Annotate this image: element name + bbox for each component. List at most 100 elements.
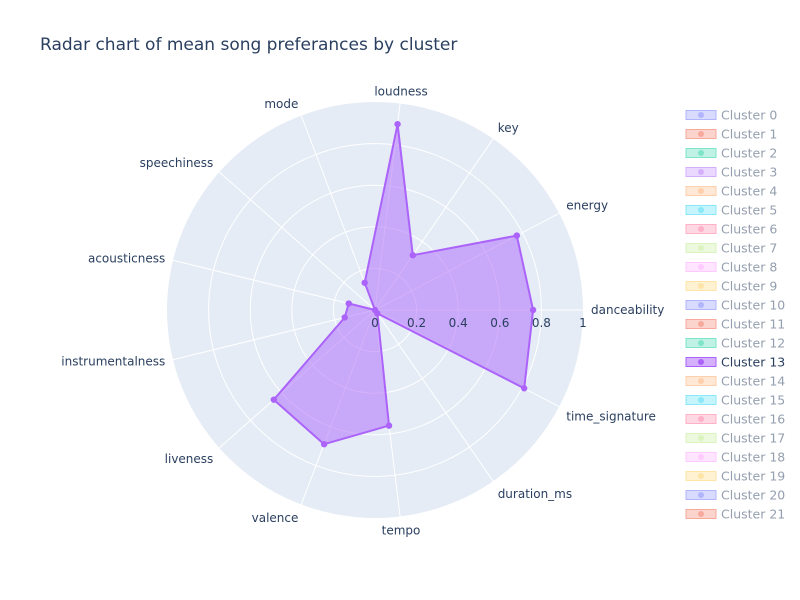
legend-marker xyxy=(698,188,704,194)
series-point xyxy=(270,396,278,403)
legend-marker xyxy=(698,340,704,346)
axis-label-loudness: loudness xyxy=(374,85,427,99)
legend-label: Cluster 10 xyxy=(721,298,785,313)
legend-label: Cluster 17 xyxy=(721,431,785,446)
legend-marker xyxy=(698,435,704,441)
radial-tick-label: 0 xyxy=(371,316,379,330)
legend-marker xyxy=(698,302,704,308)
legend-item[interactable]: Cluster 17 xyxy=(685,431,785,446)
legend-marker xyxy=(698,207,704,213)
axis-label-duration-ms: duration_ms xyxy=(498,487,572,501)
legend-marker xyxy=(698,283,704,289)
legend-marker xyxy=(698,131,704,137)
legend-item[interactable]: Cluster 7 xyxy=(685,241,777,256)
axis-label-energy: energy xyxy=(566,199,608,213)
legend-item[interactable]: Cluster 11 xyxy=(685,317,785,332)
legend-marker xyxy=(698,473,704,479)
series-point xyxy=(341,314,348,321)
legend-marker xyxy=(698,378,704,384)
legend-marker xyxy=(698,264,704,270)
legend-item[interactable]: Cluster 5 xyxy=(685,203,777,218)
legend-item[interactable]: Cluster 10 xyxy=(685,298,785,313)
series-point xyxy=(529,306,537,314)
legend-label: Cluster 7 xyxy=(721,241,777,256)
legend-marker xyxy=(698,511,704,517)
legend-marker xyxy=(698,245,704,251)
legend-marker xyxy=(698,112,704,118)
axis-label-valence: valence xyxy=(252,511,299,525)
radial-tick-labels: 0 0.2 0.4 0.6 0.8 1 xyxy=(371,316,587,330)
series-layer xyxy=(270,120,537,448)
legend-label: Cluster 4 xyxy=(721,184,777,199)
legend-marker xyxy=(698,492,704,498)
legend-label: Cluster 8 xyxy=(721,260,777,275)
legend-label: Cluster 0 xyxy=(721,108,777,123)
legend-item[interactable]: Cluster 2 xyxy=(685,146,777,161)
legend-label: Cluster 2 xyxy=(721,146,777,161)
legend-label: Cluster 18 xyxy=(721,450,785,465)
axis-label-time-signature: time_signature xyxy=(566,409,656,423)
series-point xyxy=(513,232,521,239)
legend-label: Cluster 20 xyxy=(721,488,785,503)
axis-label-mode: mode xyxy=(264,97,298,111)
grid-spoke xyxy=(374,309,494,482)
series-point xyxy=(361,279,368,286)
series-point xyxy=(320,440,328,448)
series-point xyxy=(520,385,528,392)
axis-labels: danceability energy key loudness mode speechi… xyxy=(61,85,664,538)
legend-label: Cluster 6 xyxy=(721,222,777,237)
legend-label: Cluster 11 xyxy=(721,317,785,332)
legend-item[interactable]: Cluster 16 xyxy=(685,412,785,427)
legend-label: Cluster 21 xyxy=(721,507,785,522)
legend-item[interactable]: Cluster 13 xyxy=(685,355,785,370)
legend-label: Cluster 14 xyxy=(721,374,785,389)
legend-item[interactable]: Cluster 1 xyxy=(685,127,777,142)
axis-label-key: key xyxy=(498,121,519,135)
legend-label: Cluster 12 xyxy=(721,336,785,351)
axis-label-danceability: danceability xyxy=(591,303,664,317)
legend-item[interactable]: Cluster 14 xyxy=(685,374,785,389)
legend-marker xyxy=(698,416,704,422)
radial-tick-label: 0.4 xyxy=(449,316,468,330)
legend-label: Cluster 16 xyxy=(721,412,785,427)
legend-marker xyxy=(698,397,704,403)
axis-label-speechiness: speechiness xyxy=(140,156,214,170)
legend-marker xyxy=(698,226,704,232)
axis-label-instrumentalness: instrumentalness xyxy=(61,355,165,369)
legend-item[interactable]: Cluster 6 xyxy=(685,222,777,237)
grid-spoke xyxy=(218,171,376,311)
legend-item[interactable]: Cluster 8 xyxy=(685,260,777,275)
legend-marker xyxy=(698,169,704,175)
grid-spoke xyxy=(300,115,376,311)
radial-tick-label: 0.6 xyxy=(490,316,509,330)
axis-label-liveness: liveness xyxy=(165,452,214,466)
chart-title: Radar chart of mean song preferances by … xyxy=(40,35,457,55)
series-point xyxy=(385,422,393,429)
series-point xyxy=(345,300,352,307)
series-point xyxy=(394,120,401,128)
series-point xyxy=(409,252,417,259)
radial-tick-label: 0.8 xyxy=(532,316,551,330)
legend-item[interactable]: Cluster 9 xyxy=(685,279,777,294)
legend-item[interactable]: Cluster 4 xyxy=(685,184,777,199)
legend-item[interactable]: Cluster 15 xyxy=(685,393,785,408)
legend-label: Cluster 3 xyxy=(721,165,777,180)
legend-marker xyxy=(698,150,704,156)
series-polygon xyxy=(272,123,535,446)
radial-tick-label: 0.2 xyxy=(407,316,426,330)
legend-item[interactable]: Cluster 19 xyxy=(685,469,785,484)
legend-item[interactable]: Cluster 12 xyxy=(685,336,785,351)
legend-item[interactable]: Cluster 3 xyxy=(685,165,777,180)
grid-spoke xyxy=(172,309,376,361)
legend-marker xyxy=(698,454,704,460)
axis-label-acousticness: acousticness xyxy=(88,251,165,265)
legend-item[interactable]: Cluster 0 xyxy=(685,108,777,123)
legend-label: Cluster 5 xyxy=(721,203,777,218)
legend-item[interactable]: Cluster 21 xyxy=(685,507,785,522)
legend-label: Cluster 1 xyxy=(721,127,777,142)
legend-item[interactable]: Cluster 18 xyxy=(685,450,785,465)
grid-spoke xyxy=(172,259,376,311)
legend-item[interactable]: Cluster 20 xyxy=(685,488,785,503)
